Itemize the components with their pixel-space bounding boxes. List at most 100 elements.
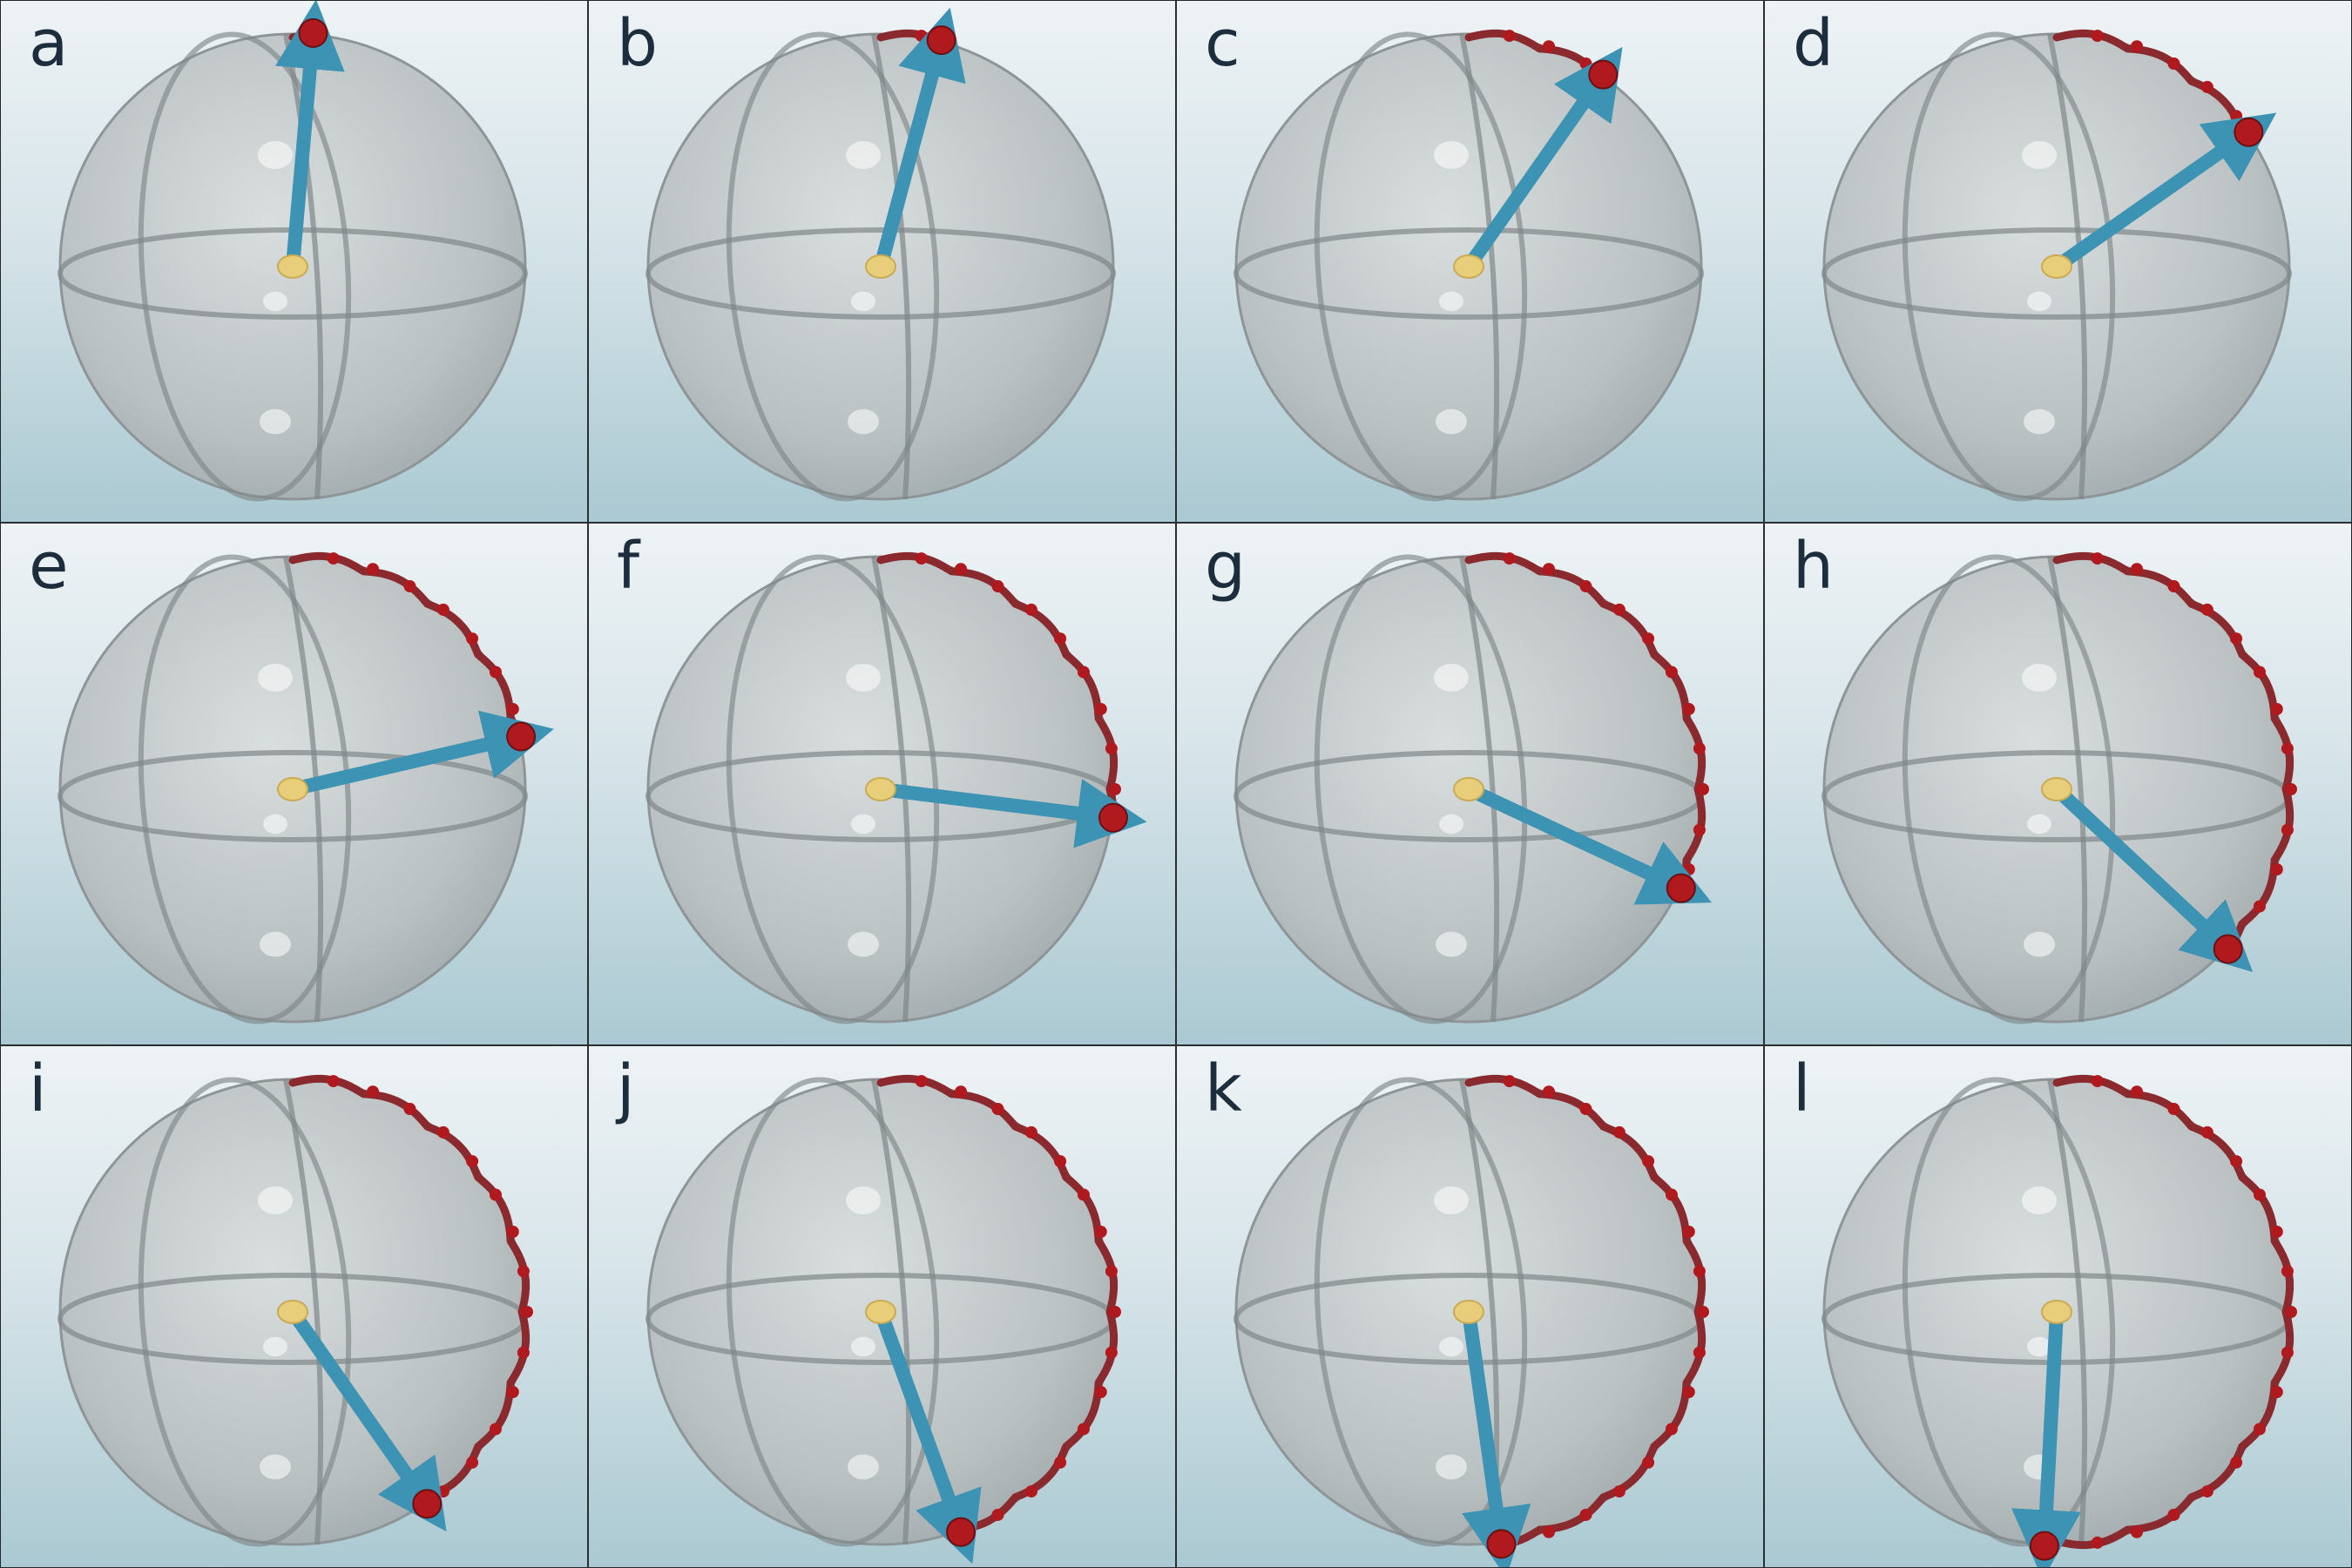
state-tip-marker (926, 25, 956, 56)
state-tip-marker (946, 1517, 977, 1547)
trail-bead (506, 1386, 519, 1399)
meridian-line (283, 1078, 324, 1545)
trail-bead (1024, 603, 1037, 616)
trail-bead (1503, 1075, 1516, 1088)
equator-line (645, 227, 1116, 320)
sphere-highlight (851, 291, 875, 312)
trail-bead (2131, 40, 2144, 53)
trail-bead (2200, 1485, 2213, 1498)
meridian-line (871, 33, 912, 500)
state-vector-arrow (1462, 1305, 1531, 1567)
trail-bead (1612, 603, 1625, 616)
trail-bead (2270, 702, 2283, 715)
sphere-highlight (1439, 814, 1463, 835)
panel-label: l (1793, 1051, 1811, 1126)
state-vector-arrow (874, 1305, 982, 1565)
trail-bead (2167, 1508, 2180, 1521)
meridian-line (1314, 554, 1528, 1024)
state-tip-marker (1486, 1529, 1517, 1559)
sphere-highlight (848, 931, 879, 957)
trail-bead (991, 580, 1004, 593)
trail-bead (2091, 30, 2104, 43)
trail-bead (2253, 1188, 2266, 1201)
panel-label: a (29, 6, 69, 81)
trail-bead (955, 563, 968, 576)
bloch-sphere-figure (57, 1, 528, 502)
trail-bead (2253, 1423, 2266, 1436)
meridian-line (1459, 556, 1500, 1023)
trail-bead (2167, 580, 2180, 593)
sphere-highlight (846, 141, 881, 169)
trail-bead (2281, 1346, 2294, 1359)
sphere-highlight (2027, 291, 2051, 312)
state-tip-marker (2213, 934, 2243, 964)
trail-bead (991, 1508, 1004, 1521)
trail-bead (403, 580, 416, 593)
state-vector-arrow (874, 7, 966, 274)
equator-line (57, 750, 528, 842)
trail-bead (2200, 603, 2213, 616)
trail-bead (2091, 552, 2104, 565)
meridian-line (1314, 31, 1528, 502)
trail-bead (2270, 863, 2283, 876)
trail-bead (367, 563, 380, 576)
bloch-panel-a: a (1, 1, 587, 522)
sphere-highlight (851, 814, 875, 835)
bloch-panel-h: h (1765, 524, 2351, 1044)
trail-bead (1543, 1525, 1556, 1538)
bloch-sphere-figure (645, 7, 1116, 502)
trail-bead (1579, 580, 1592, 593)
state-tip-marker (2029, 1531, 2059, 1561)
bloch-sphere-figure (57, 551, 554, 1024)
trail-bead (1105, 1346, 1118, 1359)
trail-bead (1665, 666, 1678, 679)
bloch-sphere-figure (1233, 29, 1704, 502)
state-tip-marker (1666, 873, 1696, 903)
sphere-highlight (263, 291, 287, 312)
bloch-panel-i: i (1, 1046, 587, 1567)
origin-point (1453, 1300, 1484, 1324)
sphere-highlight (1434, 664, 1469, 692)
state-vector-arrow (286, 710, 554, 796)
trail-bead (466, 1456, 479, 1469)
trail-bead (489, 666, 502, 679)
trail-bead (2091, 1536, 2104, 1549)
trail-bead (2270, 1225, 2283, 1238)
trail-bead (2230, 632, 2243, 645)
origin-point (865, 1300, 896, 1324)
meridian-line (1902, 554, 2116, 1024)
panel-label: k (1205, 1051, 1242, 1126)
sphere-highlight (1436, 1454, 1467, 1480)
trail-bead (1077, 1423, 1090, 1436)
meridian-line (138, 31, 352, 502)
trail-bead (1543, 1085, 1556, 1098)
trail-bead (2200, 80, 2213, 93)
trail-bead (466, 632, 479, 645)
state-tip-marker (298, 18, 328, 49)
trail-bead (2167, 57, 2180, 71)
sphere-highlight (263, 1336, 287, 1357)
trail-bead (1665, 1188, 1678, 1201)
sphere-highlight (2027, 1336, 2051, 1357)
bloch-panel-g: g (1177, 524, 1763, 1044)
sphere-highlight (851, 1336, 875, 1357)
trail-bead (2230, 1155, 2243, 1168)
sphere-highlight (848, 409, 879, 435)
bloch-panel-k: k (1177, 1046, 1763, 1567)
trail-bead (1024, 1125, 1037, 1139)
trail-bead (327, 1075, 340, 1088)
trail-bead (1105, 742, 1118, 755)
trail-bead (1693, 742, 1706, 755)
trail-bead (955, 1085, 968, 1098)
origin-point (865, 254, 896, 279)
trail-bead (1697, 783, 1709, 795)
panel-label: j (617, 1051, 635, 1126)
equator-line (1821, 227, 2292, 320)
trail-bead (1642, 1456, 1655, 1469)
panel-label: b (617, 6, 658, 81)
state-vector-arrow (275, 1, 345, 274)
state-vector-arrow (874, 779, 1147, 848)
sphere-highlight (260, 931, 291, 957)
sphere-highlight (258, 1186, 293, 1214)
trail-bead (1109, 1306, 1121, 1318)
